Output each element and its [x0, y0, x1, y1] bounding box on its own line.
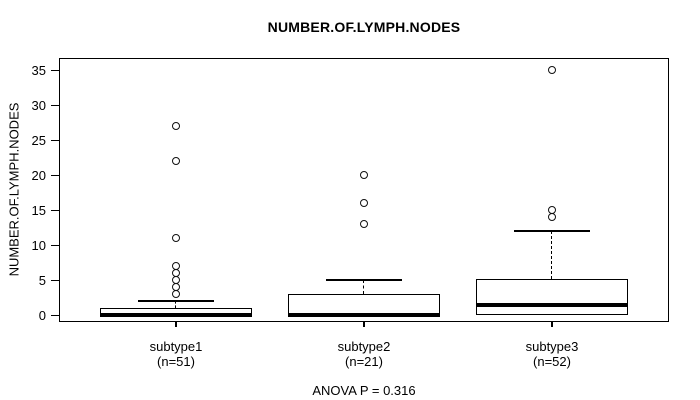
y-tick-label: 10: [31, 238, 46, 254]
y-tick-label: 25: [31, 133, 46, 149]
x-tick-mark: [551, 322, 553, 327]
whisker-stem: [551, 231, 553, 279]
median-line: [476, 302, 628, 307]
x-tick-mark: [175, 322, 177, 327]
y-tick-label: 15: [31, 203, 46, 219]
group-label: subtype1: [149, 339, 203, 354]
outlier-point: [172, 122, 180, 131]
y-tick-label: 5: [38, 273, 46, 289]
whisker-stem: [175, 301, 177, 309]
outlier-point: [548, 206, 556, 215]
outlier-point: [172, 234, 180, 243]
y-tick-mark: [51, 139, 59, 142]
y-tick-label: 0: [38, 308, 46, 324]
outlier-point: [172, 157, 180, 166]
y-tick-mark: [51, 104, 59, 107]
outlier-point: [548, 66, 556, 75]
y-tick-label: 35: [31, 63, 46, 79]
whisker-cap: [138, 300, 214, 303]
outlier-point: [172, 262, 180, 271]
group-sublabel: (n=21): [345, 354, 383, 369]
outlier-point: [360, 220, 368, 229]
y-tick-label: 30: [31, 98, 46, 114]
group-sublabel: (n=51): [157, 354, 195, 369]
y-tick-mark: [51, 279, 59, 282]
y-tick-mark: [51, 314, 59, 317]
anova-annotation: ANOVA P = 0.316: [312, 383, 416, 398]
group-label: subtype3: [525, 339, 579, 354]
median-line: [288, 313, 440, 318]
chart-title: NUMBER.OF.LYMPH.NODES: [267, 19, 461, 35]
outlier-point: [360, 171, 368, 180]
box: [288, 294, 440, 316]
x-tick-mark: [363, 322, 365, 327]
whisker-stem: [363, 280, 365, 295]
y-tick-mark: [51, 209, 59, 212]
plot-area: [59, 58, 669, 322]
y-tick-label: 20: [31, 168, 46, 184]
y-tick-mark: [51, 244, 59, 247]
whisker-cap: [326, 279, 402, 282]
group-sublabel: (n=52): [533, 354, 571, 369]
whisker-cap: [514, 230, 590, 233]
y-tick-mark: [51, 174, 59, 177]
box: [476, 278, 628, 316]
outlier-point: [360, 199, 368, 208]
y-axis-label: NUMBER.OF.LYMPH.NODES: [6, 102, 22, 277]
group-label: subtype2: [337, 339, 391, 354]
median-line: [100, 313, 252, 318]
y-tick-mark: [51, 69, 59, 72]
